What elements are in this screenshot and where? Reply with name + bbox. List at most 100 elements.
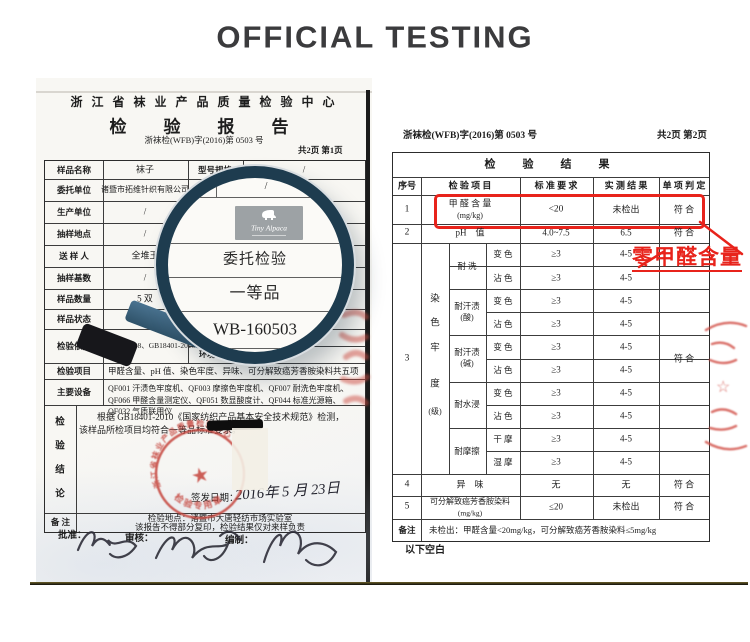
basis-label: 检验依据 [56,340,92,351]
category-char: 牢 [430,343,440,354]
page-title: OFFICIAL TESTING [216,19,534,55]
line [168,197,342,198]
sub-result: 4-5 [620,248,632,259]
paper-patch [232,428,268,490]
sub-std: ≥3 [551,364,561,375]
signature-stroke [76,531,138,559]
conclusion-label-char: 验 [55,441,65,452]
row-no: 2 [404,227,410,238]
report-title: 检 验 报 告 [109,117,299,137]
sub-result: 4-5 [620,456,632,467]
line [486,451,709,452]
sub-label: 沾 色 [493,364,513,375]
row-item: 异 味 [456,479,484,490]
row-std: 4.0~7.5 [542,227,570,238]
sub-label: 湿 摩 [493,456,513,467]
seal-stroke [708,408,738,431]
group-name: 耐汗渍 [454,346,480,357]
lens-mini-value: / [264,181,268,192]
sub-label: 变 色 [493,341,513,352]
highlight-box [434,194,705,229]
conclusion-label-char: 论 [55,489,65,500]
line [449,266,709,267]
row-value: 全堆玉 [131,250,159,261]
row-item: 可分解致癌芳香胺染料 [430,497,510,506]
line [393,474,709,475]
line [393,224,709,225]
row-no: 4 [404,479,410,490]
line [76,405,77,532]
review-label: 审核： [125,534,154,544]
sub-result: 4-5 [620,272,632,283]
note-label: 备 注 [50,516,71,527]
row-value2: / [302,164,306,175]
line [393,519,709,520]
table-title: 检 验 结 果 [484,158,618,171]
line [45,513,365,514]
group-name2: (碱) [460,359,474,368]
sub-result: 4-5 [620,387,632,398]
line [393,177,709,178]
col-header: 检 验 项 目 [448,180,492,191]
leader-line [698,220,744,256]
equipment-label: 主要设备 [56,386,92,397]
handwritten-signatures [76,530,338,567]
prepare-label: 编制： [225,536,254,546]
sub-std: ≥3 [551,295,561,306]
row-std: ≤20 [549,501,563,512]
sub-label: 变 色 [493,387,513,398]
row-verdict: 符 合 [673,227,695,238]
seal-arc [704,440,748,451]
sub-std: ≥3 [551,318,561,329]
sub-result: 4-5 [620,341,632,352]
sub-result: 4-5 [620,410,632,421]
paper-wrinkle-shading [36,448,372,584]
seal-stroke [708,341,738,365]
line [168,243,342,244]
line [449,243,450,474]
items-label: 检验项目 [56,365,92,376]
conclusion-text: 根据 GB18401-2010《国家纺织产品基本安全技术规范》检测，该样品所检项… [79,412,345,435]
seal-star-icon: ☆ [716,379,730,396]
sub-label: 沾 色 [493,410,513,421]
annotation-text: 零甲醛含量 [632,247,742,272]
line [486,405,709,406]
bottom-edge-line [30,582,748,585]
sub-result: 4-5 [620,433,632,444]
group-name: 耐 洗 [457,260,477,271]
line [659,177,660,519]
edge-seal: ☆ [704,321,748,451]
row-label: 委托单位 [56,184,92,195]
group-name: 耐摩擦 [454,445,480,456]
line [168,311,342,312]
row-result: 无 [621,479,631,490]
seal-arc [704,321,748,332]
sub-label: 变 色 [493,295,513,306]
row-value: / [143,228,147,239]
basis-value: FZ/ 2008、GB18401-2010 [106,341,196,350]
row-verdict: 符 合 [673,501,695,512]
note-label: 备注 [398,524,416,535]
row-item: 甲 醛 含 量 [448,198,492,209]
line [393,243,709,244]
row-result: 未检出 [612,501,640,512]
row-label: 样品数量 [56,293,92,304]
brand-logo: Tiny Alpaca [235,206,303,240]
lens-mini-label: 商 标 [174,182,194,192]
edge-seal [339,309,370,406]
signature-stroke [154,530,242,562]
group-name: 耐汗渍 [454,300,480,311]
row-no: 1 [404,204,410,215]
line [45,363,365,364]
line [593,177,594,519]
line [486,359,709,360]
row-label: 样品名称 [56,164,92,175]
sub-std: ≥3 [551,341,561,352]
col-header: 序号 [397,180,417,191]
result-table: 检 验 结 果 序号 检 验 项 目 标 准 要 求 实 测 结 果 单 项 判… [392,152,710,542]
sub-result: 4-5 [620,364,632,375]
magnifier-lens: 商 标 / Tiny Alpaca 委托检验 一等品 WB-160503 [156,166,354,364]
sub-std: ≥3 [551,272,561,283]
right-document: 浙袜检(WFB)字(2016)第 0503 号 共2页 第2页 [385,120,750,590]
category-char: 染 [430,294,440,305]
